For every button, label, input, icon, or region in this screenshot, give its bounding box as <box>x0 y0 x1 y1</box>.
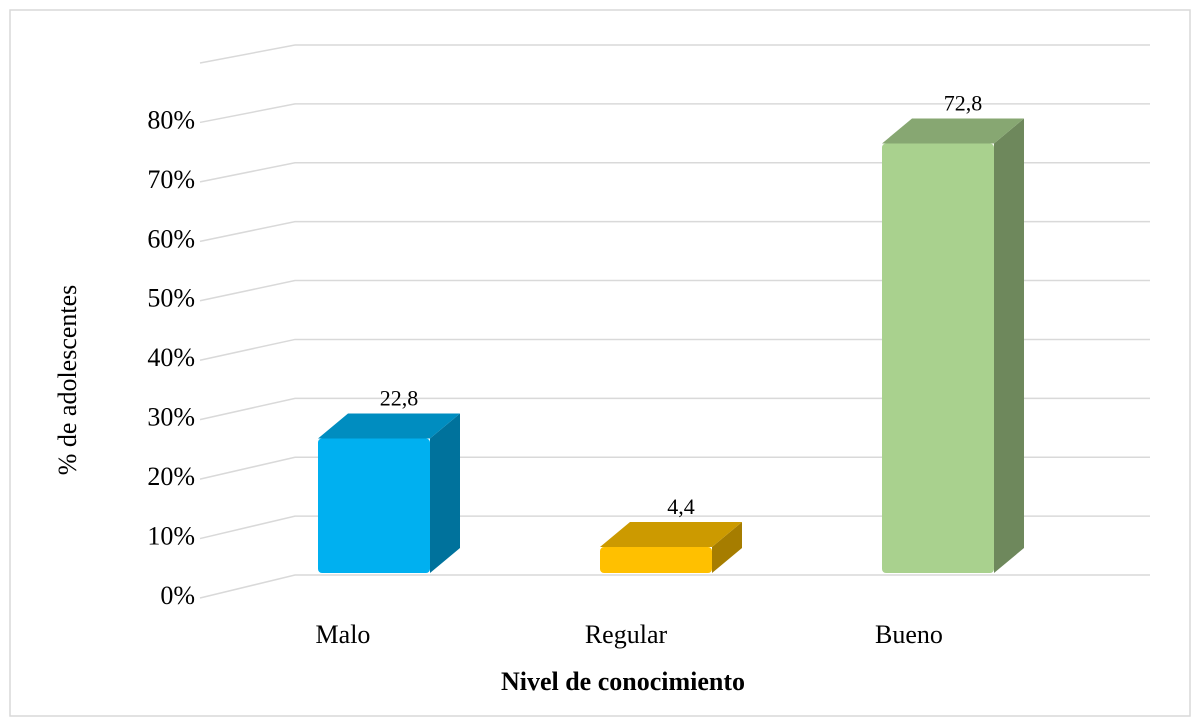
bar-front <box>882 143 994 574</box>
bar <box>600 522 742 573</box>
y-tick-label: 80% <box>147 105 195 134</box>
grid-line <box>199 44 1150 64</box>
x-axis-title: Nivel de conocimiento <box>501 667 745 696</box>
y-tick-label: 10% <box>147 522 195 551</box>
data-label: 72,8 <box>944 91 983 116</box>
x-tick-label: Bueno <box>875 620 943 649</box>
grid-line <box>199 162 1150 183</box>
grid-line <box>199 515 1150 540</box>
data-label: 22,8 <box>380 386 419 411</box>
y-tick-label: 70% <box>147 165 195 194</box>
bar-top <box>882 118 1024 144</box>
y-tick-label: 40% <box>147 343 195 372</box>
bar-side <box>994 118 1024 573</box>
bar-top <box>600 522 742 548</box>
bar-side <box>430 413 460 573</box>
y-axis-title: % de adolescentes <box>53 285 82 476</box>
y-tick-label: 20% <box>147 462 195 491</box>
bar <box>318 413 460 573</box>
grid-line <box>199 103 1150 124</box>
x-tick-label: Malo <box>316 620 371 649</box>
x-tick-label: Regular <box>585 620 668 649</box>
grid-line <box>199 220 1150 243</box>
y-tick-label: 0% <box>160 581 195 610</box>
grid-line <box>199 574 1150 599</box>
grid-line <box>199 338 1150 361</box>
grid-line <box>199 456 1150 480</box>
bar-front <box>600 547 712 573</box>
y-tick-label: 30% <box>147 403 195 432</box>
grid-line <box>199 397 1150 421</box>
bar-top <box>318 413 460 439</box>
y-tick-label: 60% <box>147 224 195 253</box>
bar-side <box>712 522 742 573</box>
grid-line <box>199 279 1150 302</box>
bar-front <box>318 438 430 573</box>
y-tick-label: 50% <box>147 284 195 313</box>
data-label: 4,4 <box>667 494 695 519</box>
bar <box>882 118 1024 574</box>
